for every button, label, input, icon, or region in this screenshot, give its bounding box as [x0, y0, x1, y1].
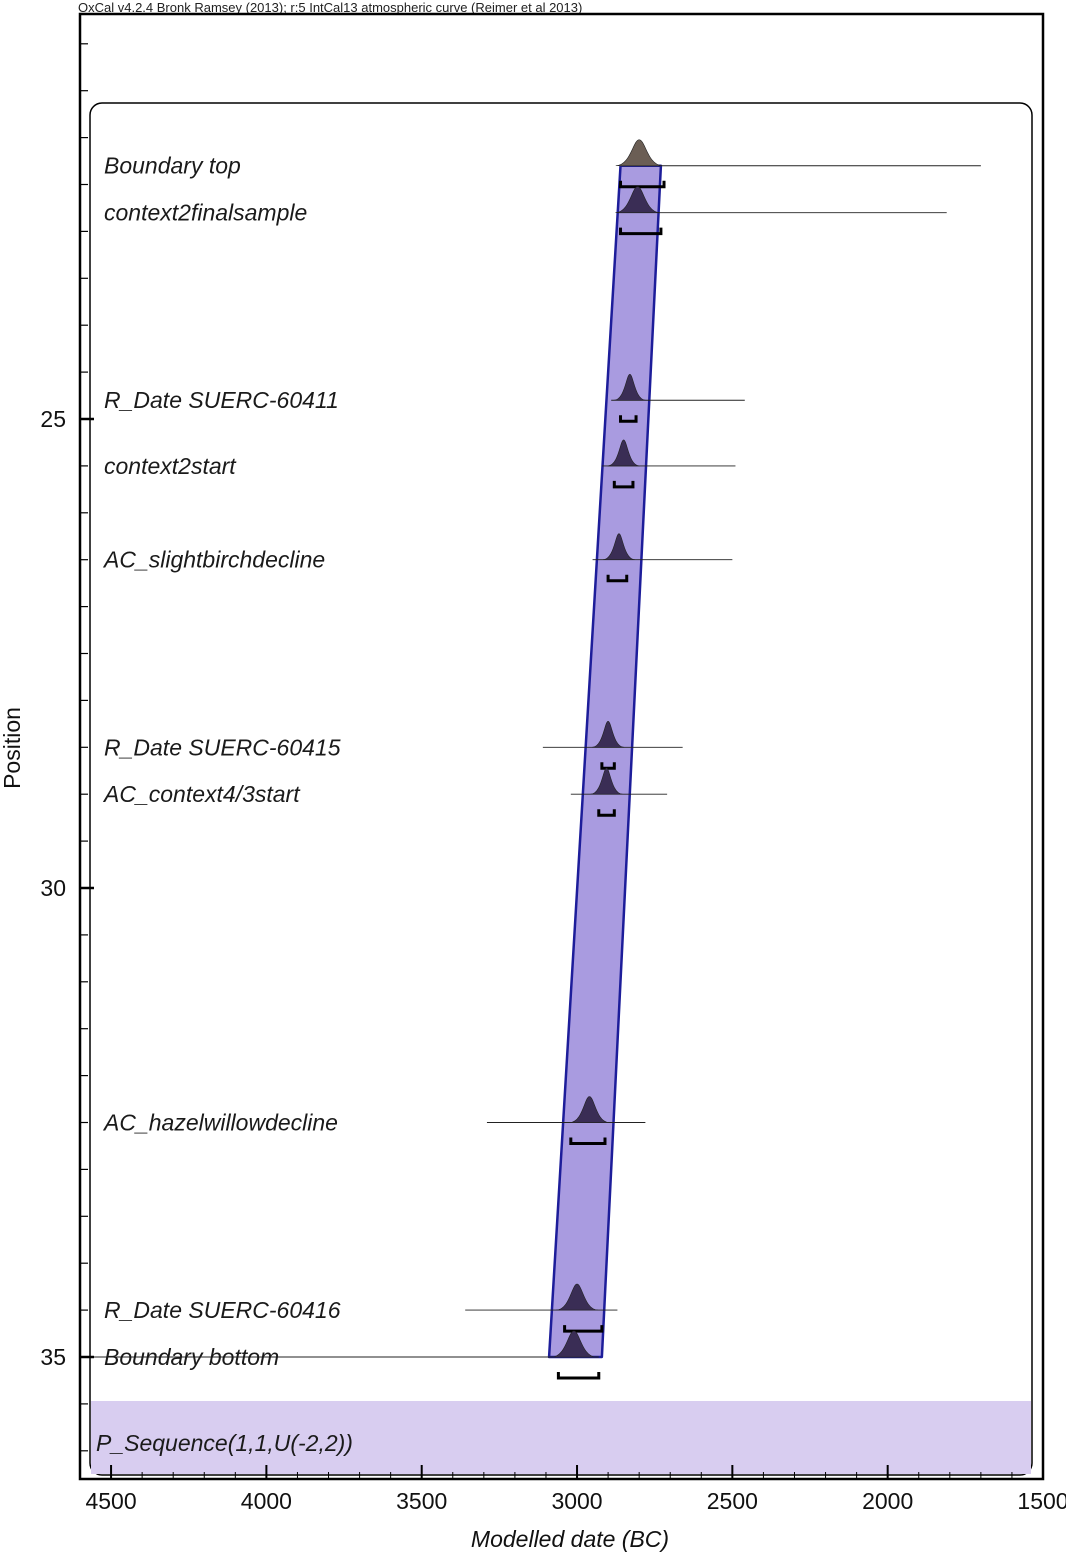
item-8 — [465, 1283, 618, 1333]
range-bracket — [556, 1372, 601, 1380]
posterior-distribution — [613, 373, 646, 401]
item-label-9: Boundary bottom — [104, 1344, 279, 1370]
range-bracket — [606, 574, 629, 583]
item-label-7: AC_hazelwillowdecline — [102, 1110, 338, 1136]
item-9 — [86, 1330, 601, 1380]
x-tick-label-0: 4500 — [85, 1488, 136, 1514]
range-bracket — [612, 480, 635, 489]
posterior-distribution — [592, 720, 625, 748]
x-tick-label-4: 2500 — [707, 1488, 758, 1514]
range-bracket — [563, 1325, 604, 1333]
item-4 — [592, 533, 733, 583]
y-axis-title: Position — [0, 707, 25, 789]
range-bracket — [619, 415, 638, 423]
item-label-5: R_Date SUERC-60415 — [104, 734, 341, 760]
x-tick-label-1: 4000 — [241, 1488, 292, 1514]
range-bracket — [569, 1137, 607, 1145]
posterior-distribution — [590, 767, 623, 795]
item-7 — [486, 1096, 646, 1145]
item-2 — [611, 373, 745, 423]
range-bracket — [600, 762, 616, 770]
plot-frame — [78, 12, 1045, 1481]
model-label: P_Sequence(1,1,U(-2,2)) — [96, 1430, 353, 1456]
posterior-distribution — [551, 1330, 597, 1358]
posterior-distribution — [615, 186, 660, 213]
model-box — [89, 102, 1033, 1476]
item-label-6: AC_context4/3start — [102, 781, 301, 807]
model-band — [91, 1401, 1031, 1474]
oxcal-header: OxCal v4.2.4 Bronk Ramsey (2013); r:5 In… — [78, 0, 583, 15]
posterior-distribution — [615, 139, 663, 167]
y-tick-label-2: 35 — [40, 1344, 66, 1370]
y-tick-label-1: 30 — [40, 875, 66, 901]
x-tick-label-2: 3500 — [396, 1488, 447, 1514]
item-label-1: context2finalsample — [104, 200, 307, 226]
posterior-distribution — [607, 439, 640, 467]
range-bracket — [597, 809, 616, 817]
item-5 — [542, 720, 683, 770]
item-0 — [615, 139, 981, 189]
posterior-distribution — [556, 1283, 598, 1311]
x-tick-label-6: 1500 — [1017, 1488, 1066, 1514]
range-bracket — [619, 180, 666, 189]
x-tick-label-5: 2000 — [862, 1488, 913, 1514]
posterior-distribution — [569, 1096, 610, 1123]
posterior-distribution — [602, 533, 636, 560]
x-tick-label-3: 3000 — [551, 1488, 602, 1514]
item-6 — [570, 767, 668, 817]
item-label-2: R_Date SUERC-60411 — [104, 387, 339, 413]
item-label-4: AC_slightbirchdecline — [102, 547, 325, 573]
x-axis-title: Modelled date (BC) — [471, 1526, 669, 1552]
item-1 — [615, 186, 947, 236]
y-tick-label-0: 25 — [40, 406, 66, 432]
item-label-3: context2start — [104, 453, 237, 479]
item-label-0: Boundary top — [104, 153, 241, 179]
item-3 — [601, 439, 736, 489]
range-bracket — [619, 227, 663, 236]
item-label-8: R_Date SUERC-60416 — [104, 1297, 341, 1323]
